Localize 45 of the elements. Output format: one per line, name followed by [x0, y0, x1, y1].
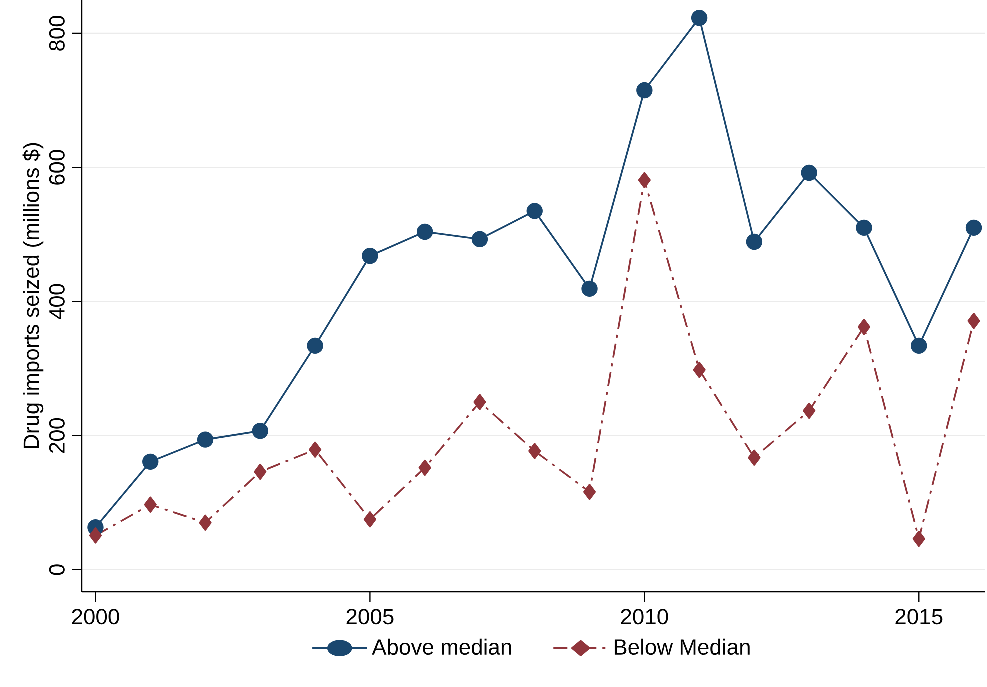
x-tick-label: 2015 — [896, 609, 943, 625]
point — [364, 511, 376, 528]
point — [912, 530, 926, 548]
point — [968, 313, 980, 330]
point — [803, 402, 816, 420]
point — [199, 514, 212, 532]
y-tick-label: 800 — [49, 16, 65, 51]
x-tick-label: 2010 — [621, 609, 668, 625]
point — [309, 442, 322, 458]
x-tick-label: 2005 — [346, 609, 394, 625]
y-tick-label: 400 — [49, 284, 65, 320]
point — [801, 164, 818, 182]
point — [142, 454, 159, 470]
y-tick-label: 200 — [49, 418, 65, 454]
point — [693, 362, 706, 378]
point — [307, 338, 324, 354]
x-tick-label: 2000 — [72, 609, 120, 625]
point — [197, 432, 214, 448]
point — [966, 220, 982, 236]
y-axis-title: Drug imports seized (millions $) — [22, 143, 44, 448]
legend-label: Below Median — [614, 638, 750, 656]
point — [526, 203, 543, 220]
point — [691, 10, 708, 26]
point — [911, 338, 928, 354]
y-tick-label: 600 — [49, 150, 65, 185]
point — [474, 394, 486, 410]
point — [748, 450, 761, 466]
point — [416, 224, 434, 240]
point — [144, 496, 157, 513]
point — [856, 220, 872, 236]
point — [528, 443, 542, 460]
point — [418, 460, 432, 476]
point — [638, 172, 651, 188]
point — [472, 231, 488, 248]
point — [583, 484, 596, 500]
point — [636, 82, 653, 99]
y-tick-label: 0 — [49, 564, 65, 576]
point — [746, 234, 763, 250]
point — [582, 280, 598, 298]
point — [89, 528, 102, 544]
point — [254, 464, 267, 480]
point — [362, 248, 378, 264]
legend-label: Above median — [372, 638, 512, 656]
point — [252, 422, 269, 440]
point — [858, 319, 871, 336]
